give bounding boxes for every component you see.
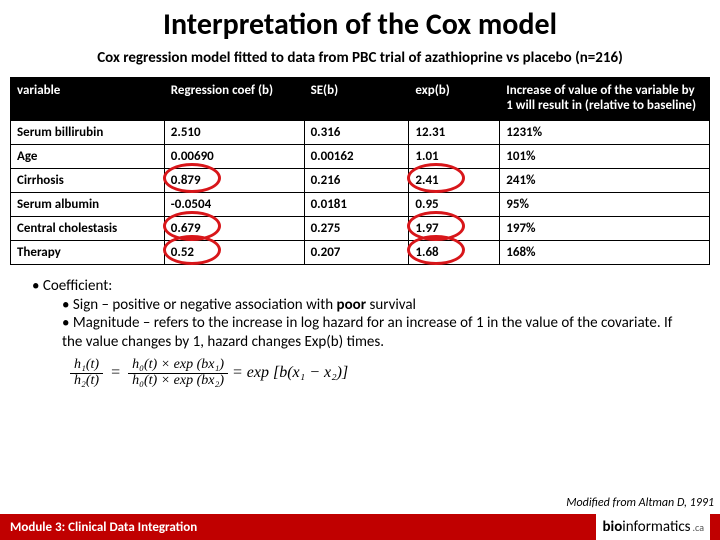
col-exp: exp(b) <box>409 78 500 121</box>
table-row: Cirrhosis0.8790.2162.41241% <box>11 168 710 192</box>
table-row: Serum billirubin2.5100.31612.311231% <box>11 120 710 144</box>
module-label: Module 3: Clinical Data Integration <box>10 520 197 535</box>
table-cell: 241% <box>500 168 710 192</box>
table-cell: Age <box>11 144 165 168</box>
table-cell: 0.207 <box>304 240 409 264</box>
bullet-list: • Coefficient: • Sign – positive or nega… <box>0 265 720 352</box>
table-cell: 1231% <box>500 120 710 144</box>
bullet-coefficient: • Coefficient: <box>28 277 692 296</box>
col-variable: variable <box>11 78 165 121</box>
attribution: Modified from Altman D, 1991 <box>566 496 714 510</box>
table-cell: 1.01 <box>409 144 500 168</box>
table-cell: 0.0181 <box>304 192 409 216</box>
brand-logo: bioinformatics.ca <box>596 514 710 540</box>
table-cell: 2.41 <box>409 168 500 192</box>
table-cell: 168% <box>500 240 710 264</box>
table-cell: Central cholestasis <box>11 216 165 240</box>
bullet-sign: • Sign – positive or negative associatio… <box>28 296 692 315</box>
bullet-magnitude: • Magnitude – refers to the increase in … <box>28 314 692 352</box>
table-cell: 0.316 <box>304 120 409 144</box>
table-cell: 101% <box>500 144 710 168</box>
table-cell: 0.95 <box>409 192 500 216</box>
table-cell: 0.679 <box>164 216 304 240</box>
table-row: Therapy0.520.2071.68168% <box>11 240 710 264</box>
table-cell: Therapy <box>11 240 165 264</box>
table-cell: 0.879 <box>164 168 304 192</box>
table-cell: 1.68 <box>409 240 500 264</box>
page-title: Interpretation of the Cox model <box>0 0 720 45</box>
table-cell: Cirrhosis <box>11 168 165 192</box>
table-cell: 197% <box>500 216 710 240</box>
table-cell: Serum albumin <box>11 192 165 216</box>
table-cell: 95% <box>500 192 710 216</box>
table-cell: Serum billirubin <box>11 120 165 144</box>
table-cell: 2.510 <box>164 120 304 144</box>
footer-bar: Module 3: Clinical Data Integration bioi… <box>0 514 720 540</box>
page-subtitle: Cox regression model fitted to data from… <box>0 45 720 77</box>
table-row: Age0.006900.001621.01101% <box>11 144 710 168</box>
table-cell: 0.00690 <box>164 144 304 168</box>
col-se: SE(b) <box>304 78 409 121</box>
table-cell: 0.00162 <box>304 144 409 168</box>
table-cell: 0.216 <box>304 168 409 192</box>
table-row: Central cholestasis0.6790.2751.97197% <box>11 216 710 240</box>
table-header-row: variable Regression coef (b) SE(b) exp(b… <box>11 78 710 121</box>
table-cell: 1.97 <box>409 216 500 240</box>
equation: h₁(t) h₂(t) = h₀(t) × exp (bx₁) h₀(t) × … <box>0 352 720 388</box>
col-coef: Regression coef (b) <box>164 78 304 121</box>
table-cell: 0.275 <box>304 216 409 240</box>
cox-table: variable Regression coef (b) SE(b) exp(b… <box>0 77 720 265</box>
table-cell: -0.0504 <box>164 192 304 216</box>
table-cell: 12.31 <box>409 120 500 144</box>
col-inc: Increase of value of the variable by 1 w… <box>500 78 710 121</box>
table-cell: 0.52 <box>164 240 304 264</box>
table-row: Serum albumin-0.05040.01810.9595% <box>11 192 710 216</box>
